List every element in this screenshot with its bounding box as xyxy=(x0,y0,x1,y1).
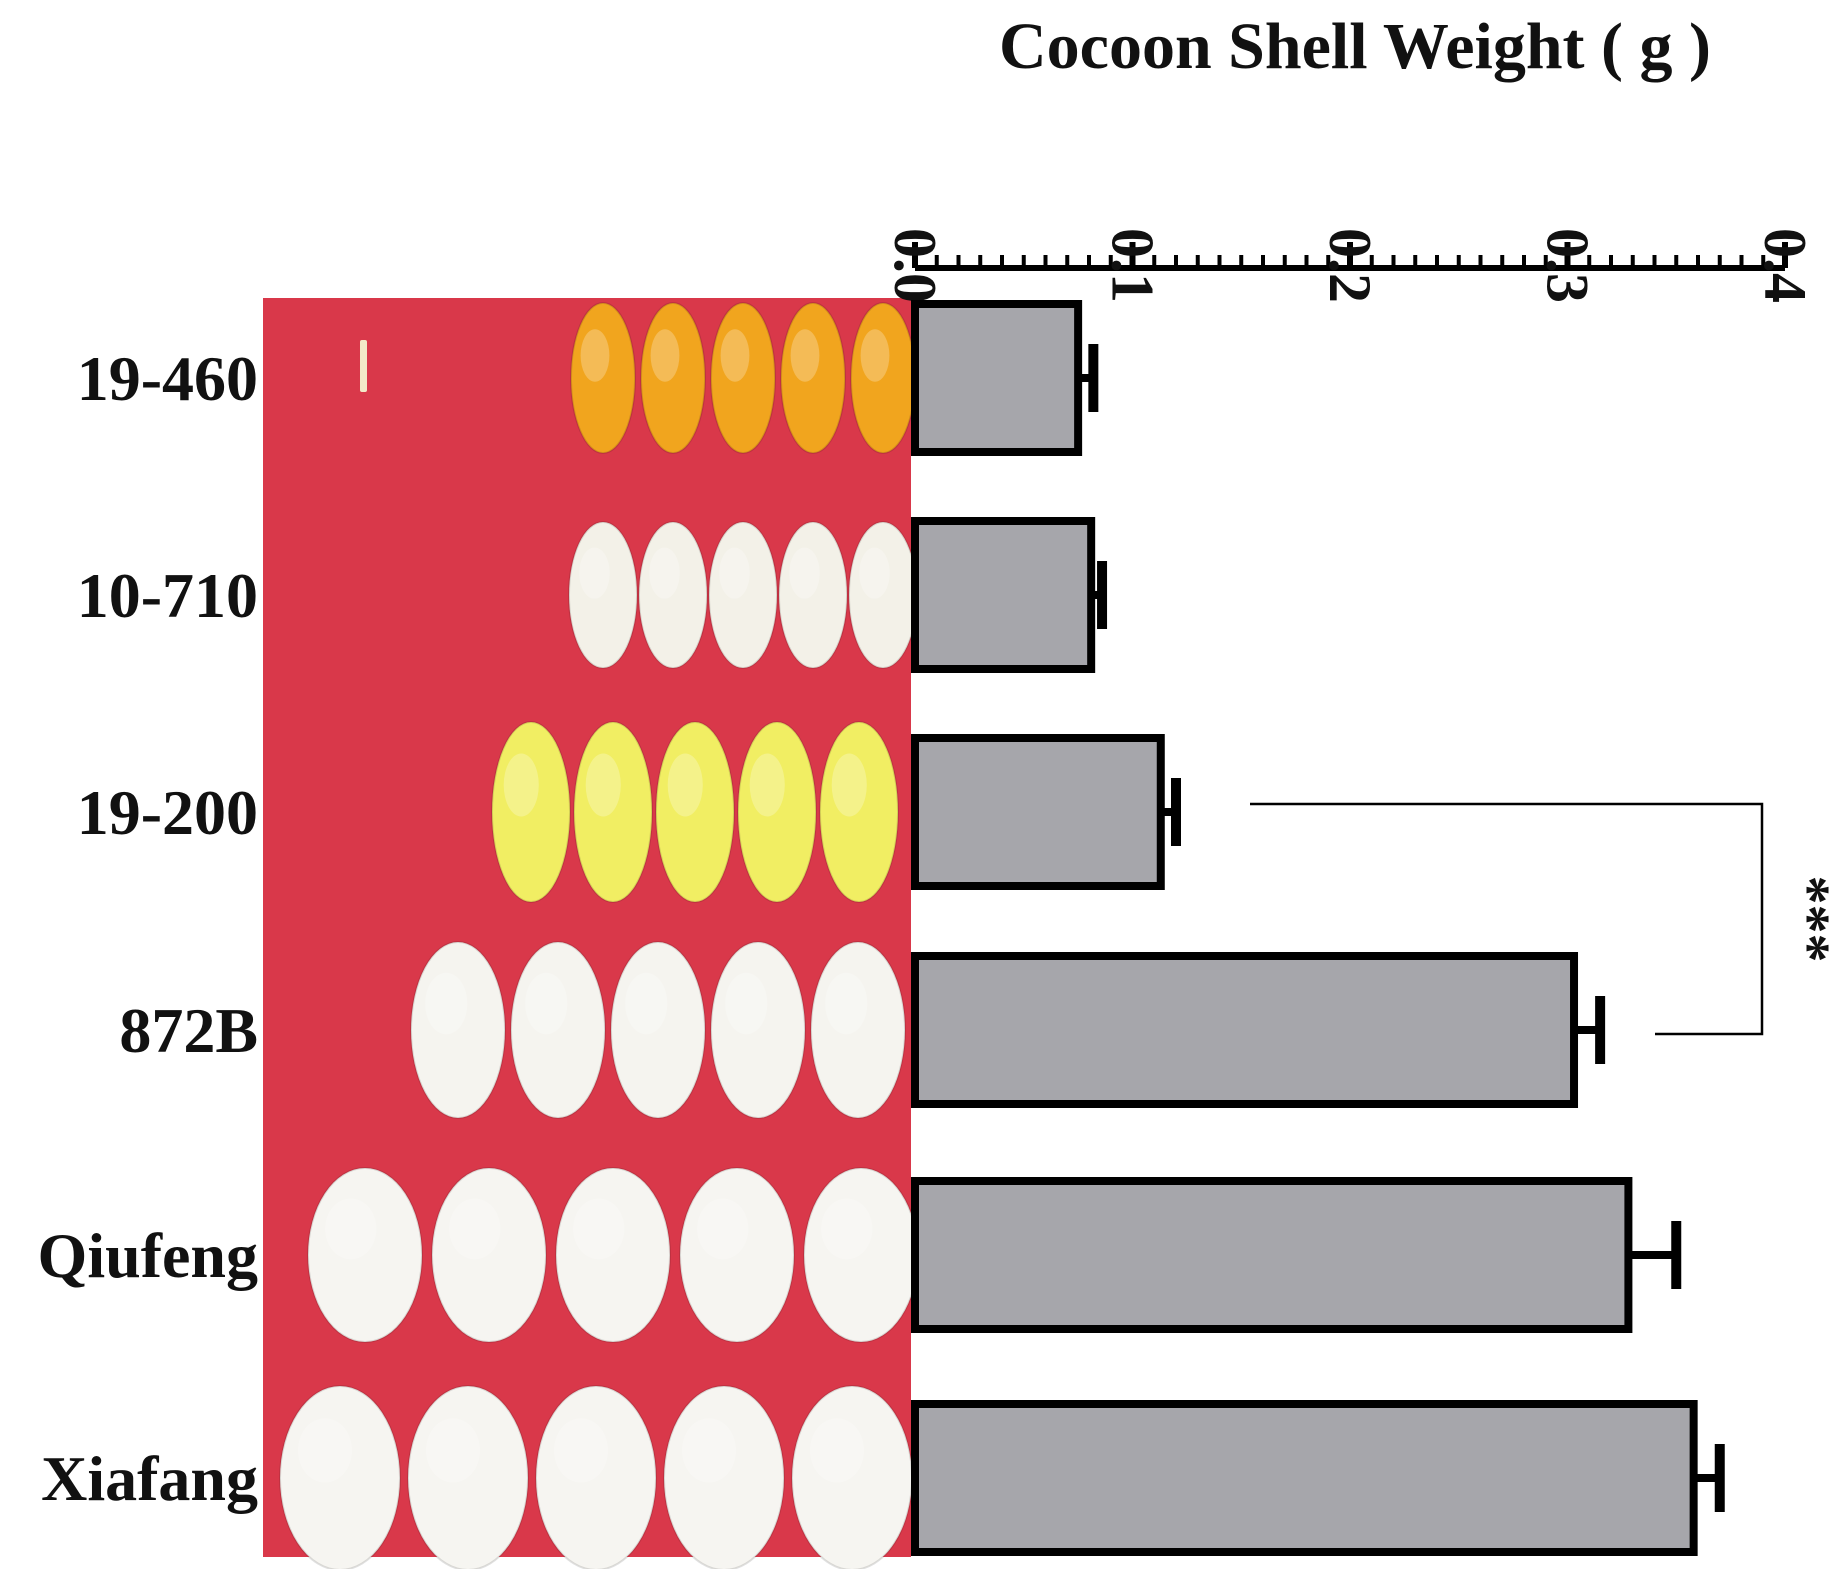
cocoon-highlight xyxy=(554,1418,608,1483)
cocoon-highlight xyxy=(625,972,668,1035)
cocoon xyxy=(791,1385,913,1569)
cocoon-highlight xyxy=(449,1198,501,1260)
cocoon-highlight xyxy=(790,329,820,382)
cocoon-highlight xyxy=(720,329,750,382)
cocoon-highlight xyxy=(725,972,768,1035)
cocoon-highlight xyxy=(821,1198,873,1260)
strain-label: 19-200 xyxy=(77,777,258,848)
cocoon xyxy=(850,302,916,454)
cocoon xyxy=(573,721,653,903)
cocoon xyxy=(810,941,906,1119)
cocoon xyxy=(568,521,638,669)
significance-bracket: *** xyxy=(1250,802,1830,1036)
cocoon-highlight xyxy=(682,1418,736,1483)
cocoon xyxy=(431,1167,547,1343)
cocoon xyxy=(679,1167,795,1343)
cocoon xyxy=(279,1385,401,1569)
cocoon-highlight xyxy=(825,972,868,1035)
cocoon xyxy=(819,721,899,903)
cocoon-highlight xyxy=(298,1418,352,1483)
cocoon xyxy=(307,1167,423,1343)
bar xyxy=(911,1400,1698,1556)
cocoon xyxy=(555,1167,671,1343)
cocoon xyxy=(407,1385,529,1569)
cocoon xyxy=(410,941,506,1119)
cocoon-highlight xyxy=(425,972,468,1035)
bar xyxy=(911,300,1083,456)
significance-line xyxy=(1250,802,1764,1036)
strain-label: 10-710 xyxy=(77,560,258,631)
cocoon xyxy=(710,302,776,454)
cocoon xyxy=(610,941,706,1119)
cocoon-highlight xyxy=(859,547,890,599)
cocoon-highlight xyxy=(719,547,750,599)
cocoon-highlight xyxy=(789,547,820,599)
cocoon-highlight xyxy=(426,1418,480,1483)
cocoon xyxy=(510,941,606,1119)
bar-chart: Cocoon Shell Weight ( g ) 0.0 0.1 0.2 0.3 0.… xyxy=(882,10,1830,1556)
tick-label: 0.2 xyxy=(1317,228,1383,303)
cocoon-highlight xyxy=(585,753,621,817)
strain-label: Xiafang xyxy=(41,1443,258,1514)
tick-label: 0.4 xyxy=(1752,228,1818,303)
cocoon xyxy=(848,521,918,669)
photo-background xyxy=(263,298,911,1557)
cocoon-highlight xyxy=(831,753,867,817)
tick-label: 0.1 xyxy=(1100,228,1166,303)
cocoon-highlight xyxy=(525,972,568,1035)
bar xyxy=(911,734,1165,890)
cocoon-highlight xyxy=(579,547,610,599)
cocoon xyxy=(710,941,806,1119)
cocoon xyxy=(655,721,735,903)
cocoon-highlight xyxy=(749,753,785,817)
cocoon xyxy=(570,302,636,454)
cocoon-highlight xyxy=(649,547,680,599)
tick-label: 0.3 xyxy=(1535,228,1601,303)
cocoon-highlight xyxy=(810,1418,864,1483)
chart-title: Cocoon Shell Weight ( g ) xyxy=(999,10,1711,83)
cocoon xyxy=(638,521,708,669)
cocoon-highlight xyxy=(650,329,680,382)
cocoon-photo-panel xyxy=(263,298,919,1569)
cocoon xyxy=(737,721,817,903)
bars xyxy=(911,300,1725,1556)
cocoon-highlight xyxy=(697,1198,749,1260)
cocoon xyxy=(535,1385,657,1569)
cocoon-highlight xyxy=(580,329,610,382)
bar xyxy=(911,952,1579,1108)
strain-label: 872B xyxy=(119,995,258,1066)
tick-label: 0.0 xyxy=(882,228,948,303)
cocoon-highlight xyxy=(325,1198,377,1260)
cocoon-highlight xyxy=(503,753,539,817)
strain-labels: 19-460 10-710 19-200 872B Qiufeng Xiafang xyxy=(38,343,258,1514)
strain-label: Qiufeng xyxy=(38,1220,258,1291)
strain-label: 19-460 xyxy=(77,343,258,414)
cocoon xyxy=(780,302,846,454)
cocoon xyxy=(640,302,706,454)
bar xyxy=(911,1177,1633,1333)
scale-bar xyxy=(360,340,367,392)
cocoon-highlight xyxy=(860,329,890,382)
significance-label: *** xyxy=(1777,876,1830,963)
cocoon xyxy=(663,1385,785,1569)
x-axis: 0.0 0.1 0.2 0.3 0.4 xyxy=(882,228,1818,303)
bar xyxy=(911,517,1096,673)
cocoon xyxy=(803,1167,919,1343)
cocoon xyxy=(491,721,571,903)
cocoon-highlight xyxy=(667,753,703,817)
cocoon xyxy=(708,521,778,669)
cocoon-highlight xyxy=(573,1198,625,1260)
cocoon xyxy=(778,521,848,669)
